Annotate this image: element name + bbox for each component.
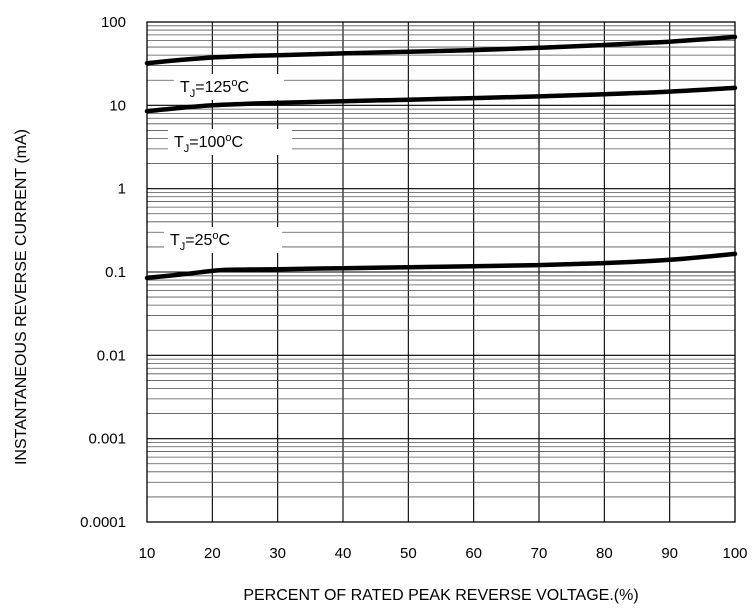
series-label: TJ=125oC [180,77,249,100]
x-tick-label: 10 [139,545,156,562]
y-tick-label: 1 [118,181,126,198]
y-axis-title: INSTANTANEOUS REVERSE CURRENT (mA) [13,129,30,465]
x-tick-label: 80 [596,545,613,562]
series-label: TJ=25oC [170,230,230,253]
y-tick-label: 10 [109,97,126,114]
x-tick-label: 50 [400,545,417,562]
series-line [144,251,738,281]
x-tick-label: 20 [204,545,221,562]
x-tick-label: 70 [531,545,548,562]
series-label: TJ=100oC [174,132,243,155]
plot-frame [146,21,736,523]
series-labels: TJ=125oC TJ=100oC TJ=25oC [164,74,292,253]
y-tick-label: 0.01 [97,347,126,364]
x-axis-title: PERCENT OF RATED PEAK REVERSE VOLTAGE.(%… [243,587,638,604]
series-label-background [168,129,292,155]
y-tick-label: 0.1 [105,264,126,281]
x-tick-label: 90 [661,545,678,562]
x-tick-labels: 10 20 30 40 50 60 70 80 90 100 [139,545,748,562]
x-tick-label: 30 [269,545,286,562]
x-tick-label: 100 [722,545,747,562]
y-tick-label: 0.0001 [80,514,126,531]
grid [147,21,735,523]
y-tick-label: 100 [101,14,126,31]
series-line [144,85,738,114]
series-label-background [174,74,284,100]
y-tick-labels: 0.0001 0.001 0.01 0.1 1 10 100 [80,14,126,531]
x-tick-label: 40 [335,545,352,562]
series-curves [144,34,738,281]
series-label-background [164,227,282,253]
y-tick-label: 0.001 [88,431,126,448]
x-tick-label: 60 [465,545,482,562]
series-line [144,34,738,66]
